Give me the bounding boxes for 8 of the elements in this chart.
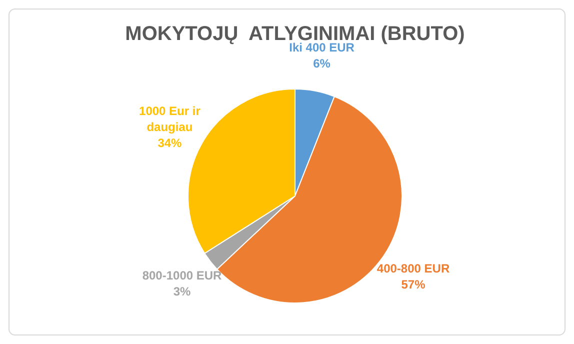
slice-label: 400-800 EUR <box>376 261 450 276</box>
data-label: 3% <box>173 284 192 299</box>
data-label: 34% <box>158 136 182 150</box>
data-label: 57% <box>401 277 426 292</box>
slice-label: Iki 400 EUR <box>289 40 355 55</box>
slice-label: 1000 Eur ir daugiau <box>139 104 201 134</box>
slice-label: 800-1000 EUR <box>142 268 222 283</box>
data-label: 6% <box>313 56 331 71</box>
